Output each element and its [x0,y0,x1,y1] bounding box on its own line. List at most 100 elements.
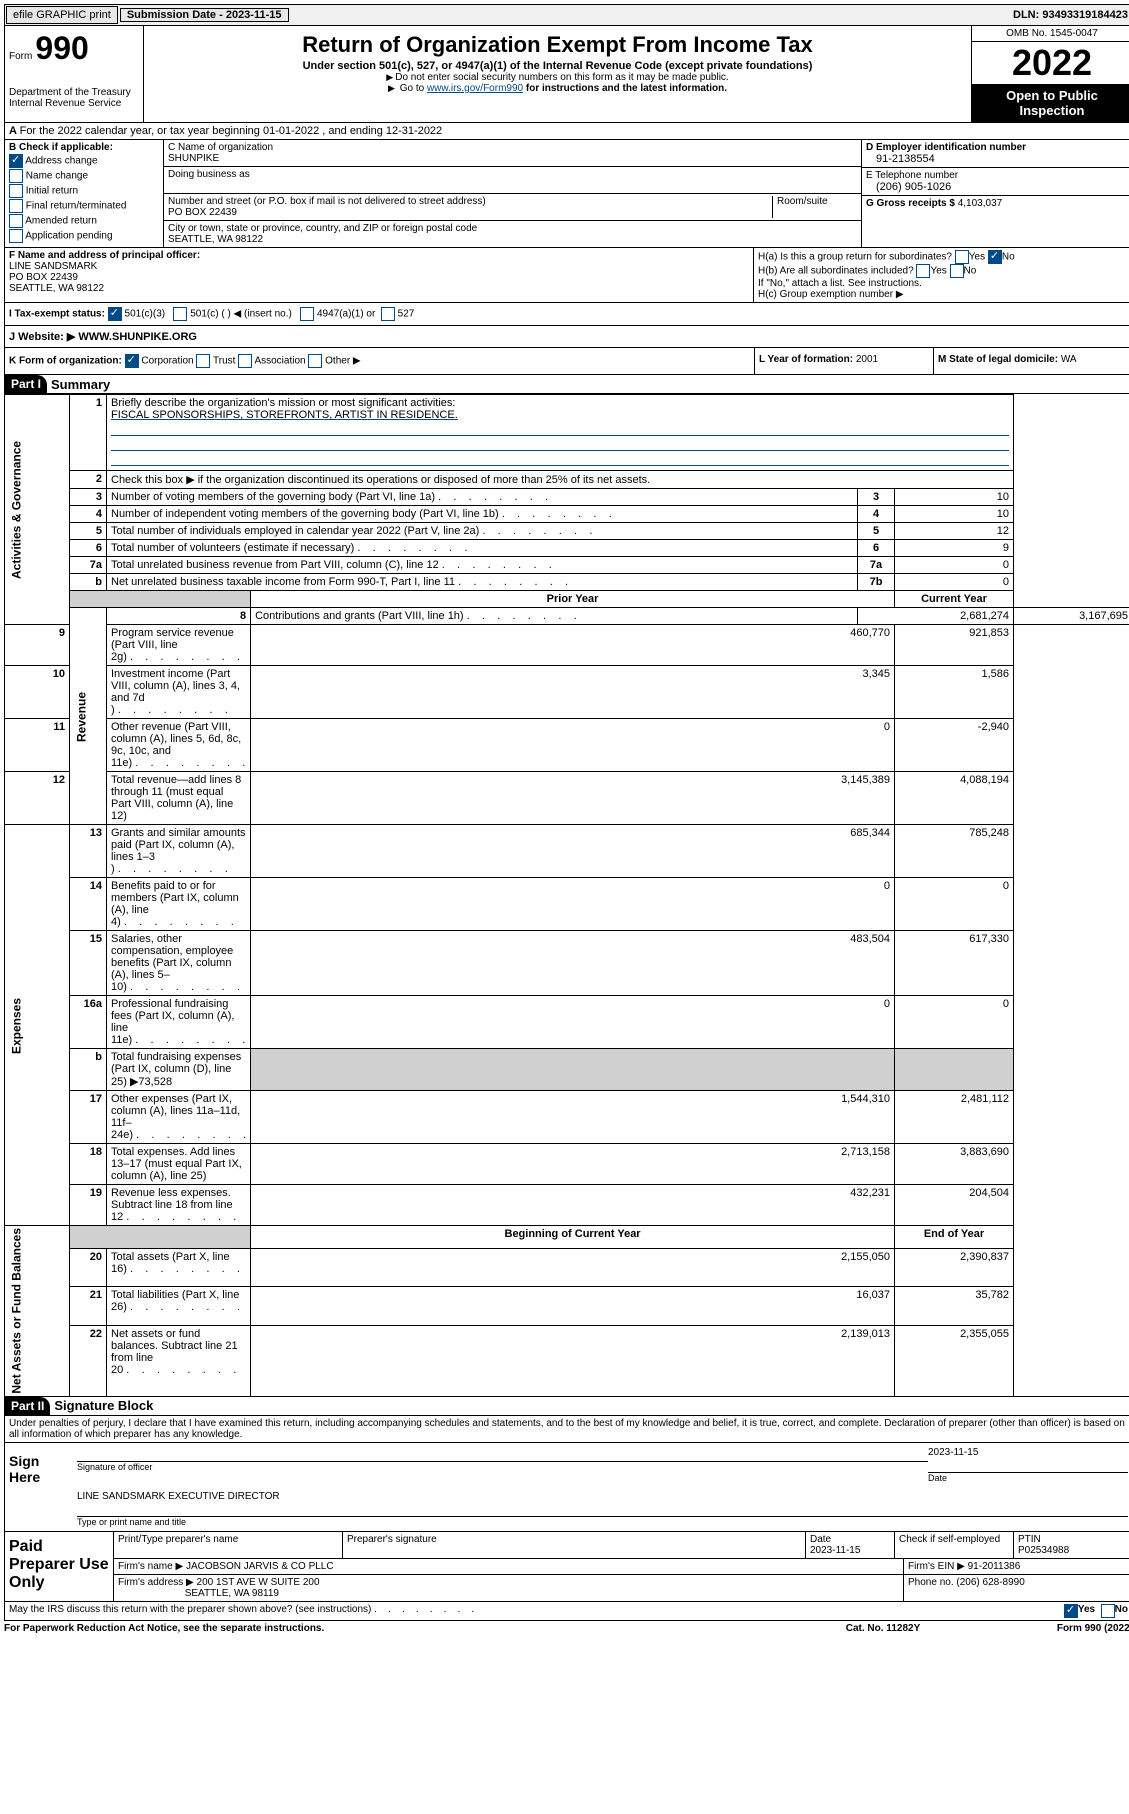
form-word: Form [9,51,32,62]
table-row: 6Total number of volunteers (estimate if… [5,540,1129,557]
checkbox-amended[interactable]: Amended return [9,214,159,228]
firm-phone: (206) 628-8990 [956,1577,1024,1588]
table-row: 11Other revenue (Part VIII, column (A), … [5,719,1129,772]
hb-yes[interactable] [916,264,930,278]
checkbox-initial-return[interactable]: Initial return [9,184,159,198]
ha-no[interactable] [988,250,1002,264]
bottom-line: For Paperwork Reduction Act Notice, see … [4,1621,1129,1636]
org-street: PO BOX 22439 [168,207,772,218]
officer-name: LINE SANDSMARK [9,261,97,272]
website-value: WWW.SHUNPIKE.ORG [78,331,197,343]
section-de: D Employer identification number 91-2138… [861,140,1129,247]
org-name: SHUNPIKE [168,153,857,164]
title-box: Return of Organization Exempt From Incom… [144,26,971,122]
paid-preparer: Paid Preparer Use Only Print/Type prepar… [5,1531,1129,1601]
table-row: 17Other expenses (Part IX, column (A), l… [5,1091,1129,1144]
irs-link[interactable]: www.irs.gov/Form990 [427,83,523,94]
mission-text: FISCAL SPONSORSHIPS, STOREFRONTS, ARTIST… [111,409,458,421]
sidebar-revenue: Revenue [70,608,107,825]
sig-date: 2023-11-15 [928,1447,1128,1458]
table-row: 7aTotal unrelated business revenue from … [5,557,1129,574]
status-501c3[interactable] [108,307,122,321]
section-klm: K Form of organization: Corporation Trus… [4,348,1129,375]
form-header: Form 990 Department of the Treasury Inte… [4,26,1129,123]
part2-header: Part II Signature Block [4,1397,1129,1416]
signature-block: Under penalties of perjury, I declare th… [4,1416,1129,1602]
org-city: SEATTLE, WA 98122 [168,234,857,245]
status-4947[interactable] [300,307,314,321]
table-row: 5Total number of individuals employed in… [5,523,1129,540]
ssn-note: Do not enter social security numbers on … [148,72,967,83]
table-row: bNet unrelated business taxable income f… [5,574,1129,591]
form-990: 990 [35,30,88,66]
firm-ein: 91-2011386 [968,1561,1021,1572]
section-f: F Name and address of principal officer:… [5,248,753,302]
sign-here-label: Sign Here [5,1443,73,1531]
goto-note: Go to www.irs.gov/Form990 for instructio… [148,83,967,94]
section-b: B Check if applicable: Address change Na… [5,140,164,247]
form-subtitle: Under section 501(c), 527, or 4947(a)(1)… [148,60,967,72]
discuss-yes[interactable] [1064,1604,1078,1618]
checkbox-address-change[interactable]: Address change [9,154,159,168]
section-l: L Year of formation: 2001 [754,348,933,374]
k-assoc[interactable] [238,354,252,368]
submission-date-button[interactable]: Submission Date - 2023-11-15 [120,8,289,22]
tax-year: 2022 [972,42,1129,84]
omb-number: OMB No. 1545-0047 [972,26,1129,42]
ein: 91-2138554 [866,153,1128,165]
table-row: 21Total liabilities (Part X, line 26)16,… [5,1287,1129,1326]
section-h: H(a) Is this a group return for subordin… [753,248,1129,302]
org-info-grid: B Check if applicable: Address change Na… [4,140,1129,248]
section-i: I Tax-exempt status: 501(c)(3) 501(c) ( … [4,303,1129,326]
table-row: bTotal fundraising expenses (Part IX, co… [5,1049,1129,1091]
sidebar-net-assets: Net Assets or Fund Balances [5,1226,70,1397]
form-title: Return of Organization Exempt From Incom… [148,32,967,58]
section-m: M State of legal domicile: WA [933,348,1129,374]
row-a: A For the 2022 calendar year, or tax yea… [4,123,1129,140]
table-row: 3Number of voting members of the governi… [5,489,1129,506]
section-c: C Name of organization SHUNPIKE Doing bu… [164,140,861,247]
table-row: 19Revenue less expenses. Subtract line 1… [5,1185,1129,1226]
top-bar: efile GRAPHIC print Submission Date - 20… [4,4,1129,26]
table-row: 15Salaries, other compensation, employee… [5,931,1129,996]
officer-printed-name: LINE SANDSMARK EXECUTIVE DIRECTOR [77,1491,1128,1502]
table-row: 20Total assets (Part X, line 16)2,155,05… [5,1248,1129,1287]
table-row: 22Net assets or fund balances. Subtract … [5,1325,1129,1396]
firm-addr: 200 1ST AVE W SUITE 200 [197,1577,320,1588]
k-corp[interactable] [125,354,139,368]
omb-box: OMB No. 1545-0047 2022 Open to Public In… [971,26,1129,122]
firm-name: JACOBSON JARVIS & CO PLLC [186,1561,334,1572]
table-row: 16aProfessional fundraising fees (Part I… [5,996,1129,1049]
sidebar-expenses: Expenses [5,825,70,1226]
phone: (206) 905-1026 [866,181,1128,193]
dept-label: Department of the Treasury Internal Reve… [9,87,139,109]
table-row: 14Benefits paid to or for members (Part … [5,878,1129,931]
discuss-no[interactable] [1101,1604,1115,1618]
table-row: 12Total revenue—add lines 8 through 11 (… [5,772,1129,825]
status-501c[interactable] [173,307,187,321]
section-fh: F Name and address of principal officer:… [4,248,1129,303]
form-number-box: Form 990 Department of the Treasury Inte… [5,26,144,122]
checkbox-application[interactable]: Application pending [9,229,159,243]
checkbox-name-change[interactable]: Name change [9,169,159,183]
ptin: P02534988 [1018,1545,1069,1556]
table-row: 9Program service revenue (Part VIII, lin… [5,625,1129,666]
hb-no[interactable] [950,264,964,278]
perjury-declaration: Under penalties of perjury, I declare th… [5,1416,1129,1442]
table-row: 4Number of independent voting members of… [5,506,1129,523]
k-other[interactable] [308,354,322,368]
summary-table: Activities & Governance 1 Briefly descri… [4,394,1129,1397]
sidebar-governance: Activities & Governance [5,395,70,625]
checkbox-final-return[interactable]: Final return/terminated [9,199,159,213]
table-row: 10Investment income (Part VIII, column (… [5,666,1129,719]
section-j: J Website: ▶ WWW.SHUNPIKE.ORG [4,326,1129,348]
open-inspection: Open to Public Inspection [972,84,1129,122]
section-k: K Form of organization: Corporation Trus… [5,348,754,374]
efile-print-button[interactable]: efile GRAPHIC print [6,6,118,24]
dln-label: DLN: 93493319184423 [1013,9,1129,21]
gross-receipts: 4,103,037 [958,198,1003,209]
part1-header: Part I Summary [4,375,1129,394]
ha-yes[interactable] [955,250,969,264]
k-trust[interactable] [196,354,210,368]
status-527[interactable] [381,307,395,321]
